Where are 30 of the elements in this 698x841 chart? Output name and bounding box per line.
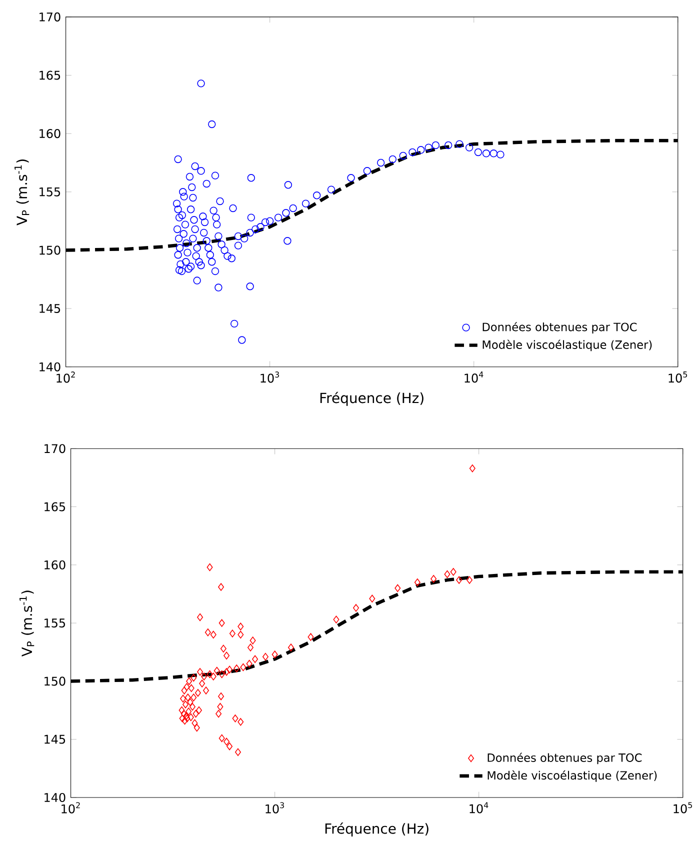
legend-label: Données obtenues par TOC bbox=[482, 322, 637, 334]
legend-label: Modèle viscoélastique (Zener) bbox=[488, 770, 657, 782]
y-tick-label: 170 bbox=[40, 12, 60, 22]
x-tick-label: 10$^{2}$ bbox=[62, 802, 80, 814]
x-axis-title: Fréquence (Hz) bbox=[320, 392, 424, 406]
y-tick-label: 150 bbox=[44, 676, 66, 686]
x-tick-label: 10$^{5}$ bbox=[668, 372, 688, 383]
x-tick-label: 10$^{5}$ bbox=[674, 802, 692, 814]
x-tick-label: 10$^{2}$ bbox=[56, 372, 75, 383]
x-axis-title: Fréquence (Hz) bbox=[326, 822, 429, 837]
x-tick-label: 10$^{3}$ bbox=[266, 802, 284, 814]
y-tick-label: 140 bbox=[40, 362, 60, 372]
y-tick-label: 160 bbox=[44, 560, 66, 570]
y-tick-label: 155 bbox=[40, 187, 60, 196]
y-tick-label: 150 bbox=[40, 246, 60, 255]
y-tick-label: 145 bbox=[44, 734, 66, 744]
y-tick-label: 145 bbox=[40, 304, 60, 313]
y-tick-label: 165 bbox=[44, 502, 66, 512]
y-axis-title: V$_{P}$ (m.s$^{-1}$) bbox=[20, 590, 34, 657]
y-tick-label: 160 bbox=[40, 129, 60, 138]
legend-label: Modèle viscoélastique (Zener) bbox=[482, 340, 652, 352]
x-tick-label: 10$^{4}$ bbox=[464, 372, 484, 383]
y-tick-label: 170 bbox=[44, 444, 66, 454]
y-tick-label: 165 bbox=[40, 70, 60, 80]
y-tick-label: 155 bbox=[44, 618, 66, 628]
legend-label: Données obtenues par TOC bbox=[488, 752, 642, 764]
x-tick-label: 10$^{3}$ bbox=[260, 372, 280, 383]
y-axis-title: V$_{P}$ (m.s$^{-1}$) bbox=[14, 160, 30, 226]
y-tick-label: 140 bbox=[44, 792, 66, 802]
x-tick-label: 10$^{4}$ bbox=[470, 802, 488, 814]
